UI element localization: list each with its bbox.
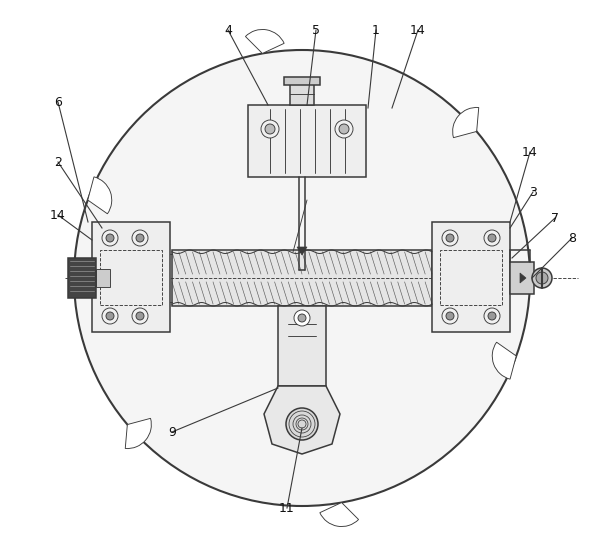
Bar (76, 268, 92, 288)
Circle shape (298, 314, 306, 322)
Circle shape (261, 120, 279, 138)
Circle shape (532, 268, 552, 288)
Wedge shape (125, 418, 151, 449)
Circle shape (74, 50, 530, 506)
Bar (510, 268, 524, 288)
Circle shape (265, 124, 275, 134)
Circle shape (286, 408, 318, 440)
Circle shape (484, 308, 500, 324)
Bar (92, 222, 170, 332)
Circle shape (339, 124, 349, 134)
Bar (96, 269, 110, 287)
Wedge shape (246, 29, 284, 53)
Polygon shape (297, 247, 307, 255)
Text: 2: 2 (54, 156, 62, 168)
Circle shape (335, 120, 353, 138)
Bar (68, 258, 96, 298)
Text: 14: 14 (50, 208, 66, 221)
Circle shape (106, 234, 114, 242)
Circle shape (484, 230, 500, 246)
Text: 4: 4 (224, 23, 232, 37)
Wedge shape (453, 107, 479, 138)
Bar (278, 306, 326, 386)
Wedge shape (320, 503, 359, 527)
Text: 14: 14 (522, 146, 538, 158)
Circle shape (446, 312, 454, 320)
Polygon shape (264, 386, 340, 454)
Text: 1: 1 (372, 23, 380, 37)
Text: 5: 5 (312, 23, 320, 37)
Bar (284, 77, 320, 85)
Bar (432, 222, 510, 332)
Circle shape (536, 272, 548, 284)
Wedge shape (88, 177, 112, 214)
Circle shape (136, 312, 144, 320)
Text: 9: 9 (168, 425, 176, 439)
Text: 3: 3 (529, 186, 537, 198)
Circle shape (446, 234, 454, 242)
Circle shape (132, 308, 148, 324)
Text: 11: 11 (279, 502, 295, 514)
Wedge shape (492, 342, 516, 379)
Circle shape (294, 310, 310, 326)
Circle shape (132, 230, 148, 246)
Bar (100, 250, 162, 305)
Circle shape (106, 312, 114, 320)
Circle shape (442, 308, 458, 324)
Bar (440, 250, 502, 305)
Bar (290, 83, 314, 105)
Bar (248, 105, 366, 177)
Circle shape (136, 234, 144, 242)
Circle shape (442, 230, 458, 246)
Bar (510, 262, 534, 294)
Text: 6: 6 (54, 96, 62, 108)
Text: 7: 7 (551, 211, 559, 225)
Polygon shape (520, 273, 526, 283)
Circle shape (488, 312, 496, 320)
Circle shape (488, 234, 496, 242)
Circle shape (102, 230, 118, 246)
Text: 8: 8 (568, 231, 576, 245)
Bar (172, 250, 432, 306)
Circle shape (102, 308, 118, 324)
Text: 14: 14 (410, 23, 426, 37)
